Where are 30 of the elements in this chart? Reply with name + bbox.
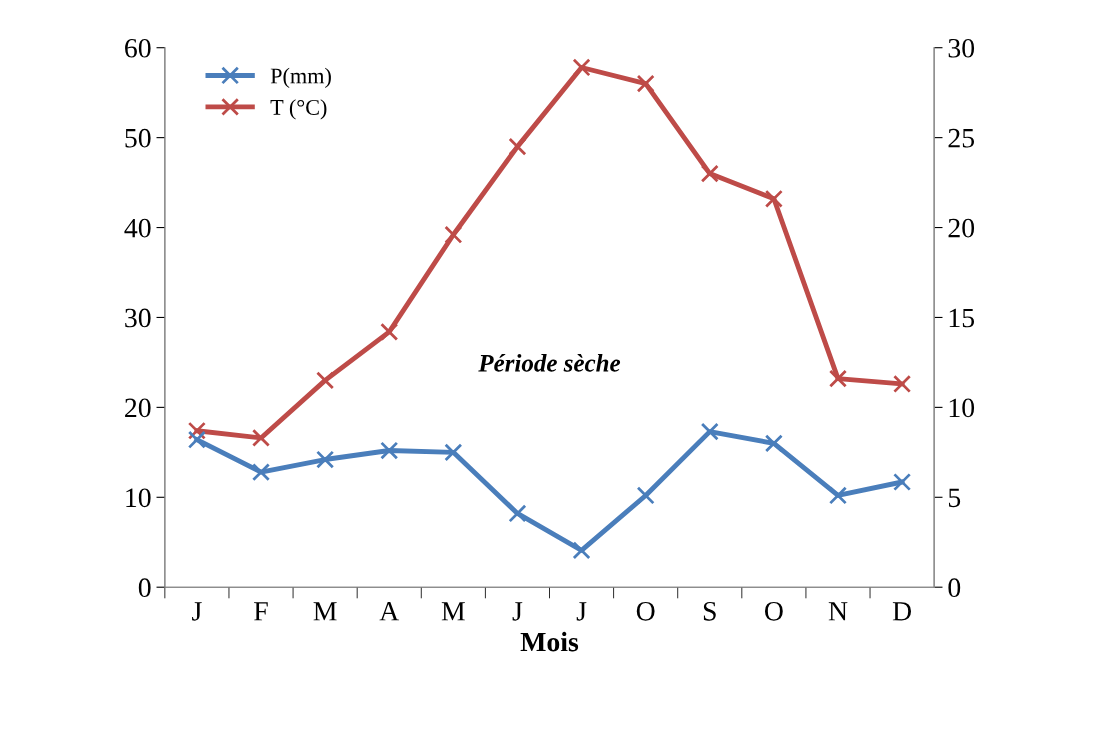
x-tick-label: O <box>636 601 655 621</box>
x-tick-label: D <box>892 602 912 621</box>
x-tick-label: N <box>828 602 848 621</box>
y2-tick-label: 30 <box>948 38 975 58</box>
y2-tick-label: 15 <box>949 308 975 328</box>
x-tick-label: J <box>576 602 587 621</box>
x-tick-label: A <box>379 602 400 621</box>
x-tick-label: J <box>192 602 202 621</box>
y-tick-label: 40 <box>124 218 151 238</box>
legend-label: T (°C) <box>270 99 327 120</box>
y2-tick-label: 0 <box>948 578 961 598</box>
y-tick-label: 20 <box>125 398 151 418</box>
y-tick-label: 0 <box>138 578 151 598</box>
y-tick-label: 50 <box>125 128 151 148</box>
x-tick-label: S <box>703 601 716 621</box>
legend-label: P(mm) <box>270 67 331 88</box>
x-tick-label: M <box>441 602 465 621</box>
x-axis-title: Mois <box>520 631 579 652</box>
x-tick-label: M <box>313 602 337 621</box>
annotation: Période sèche <box>478 354 621 372</box>
x-tick-label: F <box>254 602 268 621</box>
x-tick-label: O <box>764 601 783 621</box>
y-tick-label: 30 <box>125 308 151 328</box>
y-tick-label: 10 <box>126 488 151 508</box>
y2-tick-label: 5 <box>948 488 961 508</box>
y-tick-label: 60 <box>125 38 151 58</box>
x-tick-label: J <box>512 602 523 621</box>
y2-tick-label: 20 <box>948 218 975 238</box>
y2-tick-label: 25 <box>948 128 975 148</box>
y2-tick-label: 10 <box>949 398 975 418</box>
